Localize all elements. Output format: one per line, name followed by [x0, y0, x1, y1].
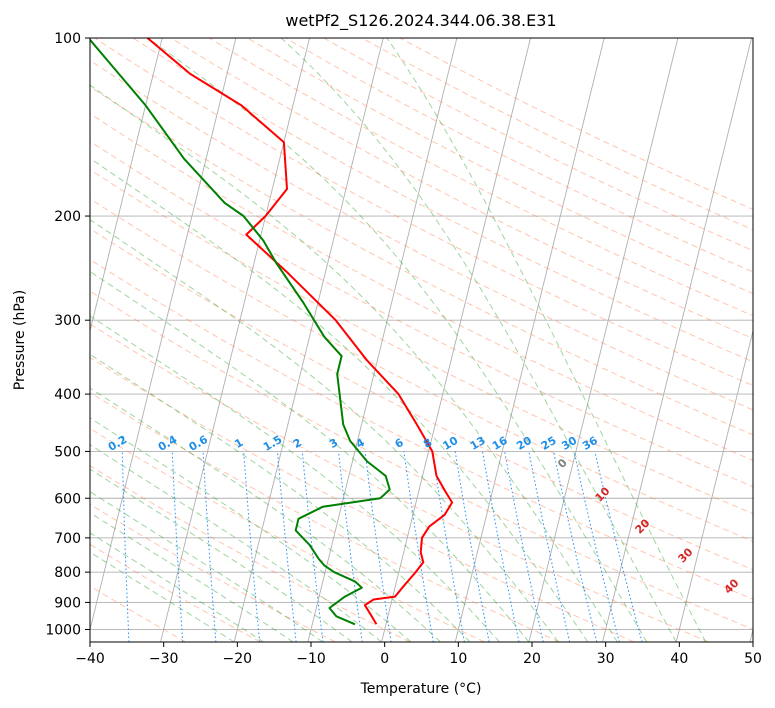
dry-adiabat-line	[90, 465, 411, 642]
moist-adiabat-line	[90, 490, 323, 642]
x-tick-label: 50	[744, 651, 762, 667]
y-tick-label: 200	[54, 209, 81, 225]
isotherm-line	[160, 38, 310, 642]
isotherm-line	[602, 38, 752, 642]
isotherms	[90, 38, 753, 642]
x-tick-label: 40	[670, 651, 688, 667]
y-tick-label: 100	[54, 31, 81, 47]
dry-adiabat-line	[90, 168, 753, 515]
x-tick-label: −20	[223, 651, 253, 667]
x-tick-label: 30	[597, 651, 615, 667]
dry-adiabat-line	[90, 585, 186, 642]
temperature-trace	[146, 38, 454, 625]
isotherm-line	[90, 38, 163, 333]
sounding-traces	[90, 38, 454, 626]
y-tick-label: 900	[54, 595, 81, 611]
dry-adiabat-line	[90, 59, 753, 411]
mixing-ratio-line	[301, 451, 324, 642]
y-tick-label: 700	[54, 531, 81, 547]
dry-adiabats	[90, 38, 753, 642]
isobars	[90, 38, 753, 630]
plot-frame	[89, 37, 754, 643]
y-tick-label: 800	[54, 565, 81, 581]
x-tick-label: −40	[75, 651, 105, 667]
mixing-ratio-line	[573, 451, 620, 642]
x-axis-label: Temperature (°C)	[360, 681, 482, 697]
isotherm-line	[90, 38, 237, 632]
dry-adiabat-line	[90, 391, 560, 642]
moist-adiabat-line	[90, 315, 500, 642]
isotherm-line	[454, 38, 605, 642]
moist-adiabat-line	[90, 84, 618, 642]
x-tick-label: −10	[296, 651, 326, 667]
mixing-ratio-line	[364, 451, 392, 642]
moist-adiabat-line	[90, 270, 530, 642]
y-tick-label: 400	[54, 387, 81, 403]
mixing-ratio-line	[338, 451, 363, 642]
moist-adiabat-line	[280, 38, 677, 642]
dry-adiabat-line	[132, 38, 753, 363]
dry-adiabat-line	[170, 38, 753, 340]
y-tick-label: 500	[54, 444, 81, 460]
mixing-ratio-line	[504, 451, 544, 642]
isotherm-line	[528, 38, 679, 642]
x-tick-label: 20	[523, 651, 541, 667]
moist-adiabat-line	[90, 157, 589, 642]
moist-adiabat-line	[90, 219, 559, 642]
moist-adiabat-line	[90, 468, 353, 642]
mixing-ratio-line	[277, 451, 297, 642]
moist-adiabat-line	[90, 444, 382, 642]
mixing-ratio-lines	[121, 451, 643, 642]
isotherm-line	[675, 328, 753, 642]
y-axis-label: Pressure (hPa)	[12, 290, 28, 390]
x-tick-label: 10	[449, 651, 467, 667]
chart-title: wetPf2_S126.2024.344.06.38.E31	[285, 11, 556, 31]
moist-adiabat-line	[90, 417, 412, 642]
y-tick-label: 600	[54, 491, 81, 507]
mixing-ratio-line	[553, 451, 598, 642]
y-tick-label: 300	[54, 313, 81, 329]
moist-adiabat-line	[386, 38, 707, 642]
x-tick-label: 0	[380, 651, 389, 667]
isotherm-line	[381, 38, 531, 642]
isotherm-line	[307, 38, 458, 642]
x-tick-label: −30	[149, 651, 179, 667]
y-tick-label: 1000	[45, 622, 81, 638]
dry-adiabat-line	[90, 323, 709, 642]
mixing-ratio-line	[403, 451, 434, 642]
moist-adiabat-line	[90, 387, 441, 642]
dry-adiabat-line	[90, 198, 753, 542]
dry-adiabat-line	[90, 86, 753, 436]
dry-adiabat-line	[90, 427, 485, 642]
dry-adiabat-line	[247, 38, 753, 295]
mixing-ratio-line	[528, 451, 571, 642]
dry-adiabat-line	[90, 357, 635, 642]
isotherm-line	[233, 38, 384, 642]
mixing-ratio-line	[594, 451, 643, 642]
moist-adiabats	[90, 38, 707, 642]
